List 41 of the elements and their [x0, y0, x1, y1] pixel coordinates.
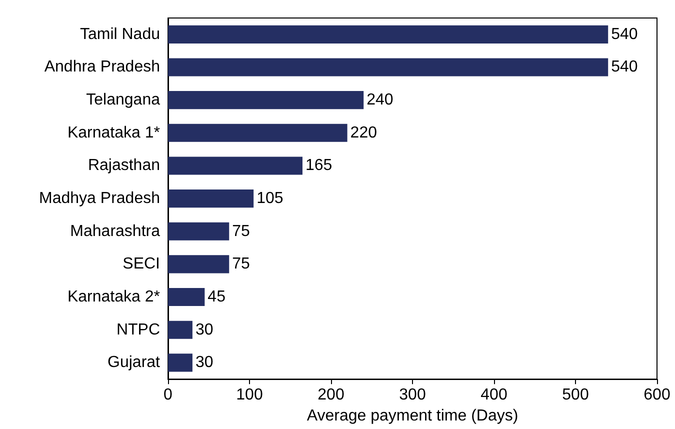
data-label: 30	[195, 321, 214, 338]
bar	[168, 354, 192, 372]
y-tick-label: Gujarat	[108, 354, 161, 372]
x-tick-label: 400	[480, 386, 508, 404]
data-label: 540	[611, 26, 638, 43]
bar	[168, 190, 254, 208]
bar	[168, 58, 608, 76]
y-tick-label: NTPC	[116, 321, 160, 338]
data-label: 75	[232, 256, 250, 273]
bar	[168, 124, 348, 142]
y-tick-label: Tamil Nadu	[80, 26, 160, 43]
y-tick-label: Karnataka 1*	[67, 124, 160, 142]
x-tick-label: 500	[562, 386, 589, 404]
bar	[168, 91, 364, 110]
bar	[168, 25, 608, 44]
x-tick-label: 300	[399, 386, 426, 404]
data-label: 75	[232, 222, 250, 240]
y-tick-label: Telangana	[86, 92, 160, 109]
data-label: 220	[350, 124, 378, 142]
x-tick-label: 600	[644, 386, 670, 404]
bar	[168, 255, 230, 274]
x-tick-label: 100	[236, 386, 263, 404]
data-label: 105	[256, 190, 284, 208]
data-label: 165	[305, 157, 332, 174]
bar	[168, 222, 230, 240]
data-label: 30	[195, 354, 214, 372]
data-label: 540	[611, 58, 638, 76]
bar	[168, 288, 205, 306]
bar	[168, 156, 302, 175]
x-tick-label: 0	[164, 386, 173, 404]
y-tick-label: Andhra Pradesh	[44, 58, 160, 76]
y-tick-label: Rajasthan	[88, 157, 160, 174]
y-tick-label: SECI	[122, 256, 160, 273]
bar	[168, 320, 192, 339]
y-tick-label: Madhya Pradesh	[39, 190, 160, 208]
data-label: 45	[208, 288, 226, 306]
y-tick-label: Karnataka 2*	[67, 288, 160, 306]
x-tick-label: 200	[318, 386, 344, 404]
x-axis-title: Average payment time (Days)	[306, 408, 518, 424]
data-label: 240	[366, 92, 394, 109]
y-tick-label: Maharashtra	[70, 222, 160, 240]
